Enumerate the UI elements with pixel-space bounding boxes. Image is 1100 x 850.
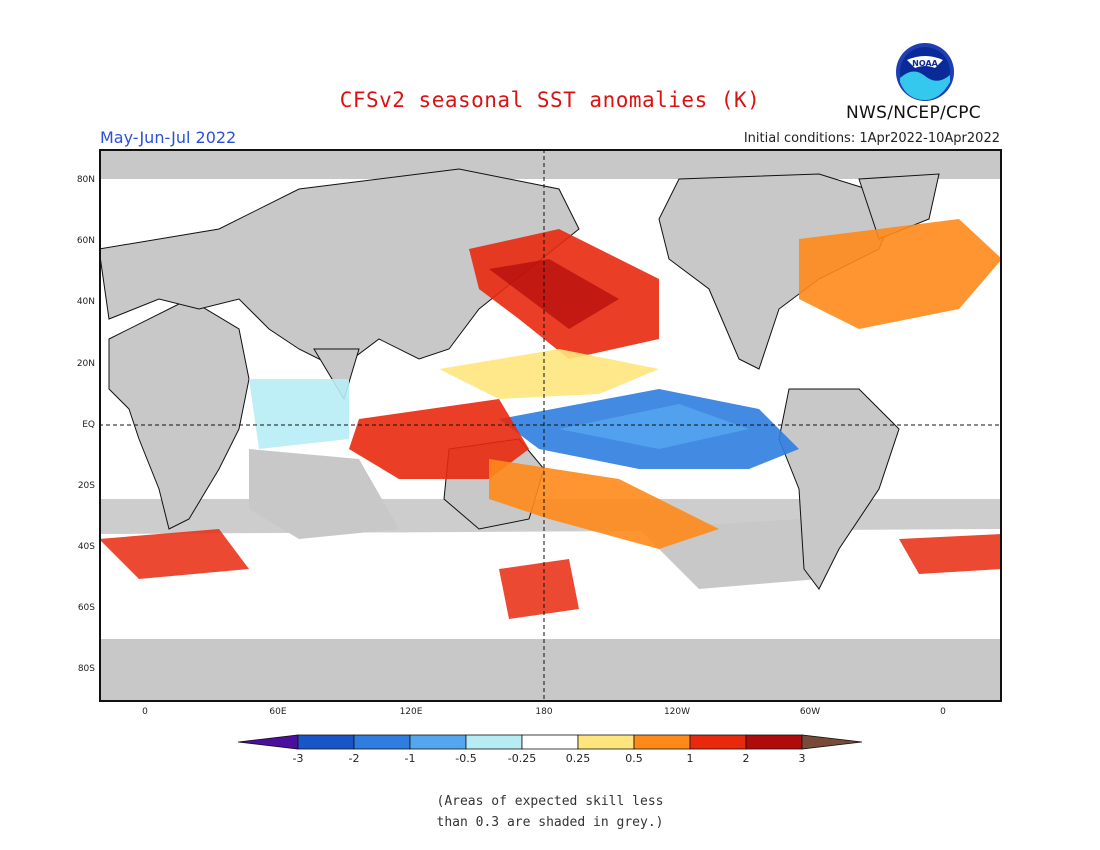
colorbar-label: -2	[348, 752, 360, 765]
season-label: May-Jun-Jul 2022	[100, 128, 237, 147]
colorbar-arrow-high	[801, 734, 862, 750]
colorbar-segment	[745, 734, 803, 750]
greenland-land	[858, 173, 940, 240]
lat-tick-80s: 80S	[77, 664, 95, 674]
south-america-land	[778, 388, 900, 590]
colorbar-label: 0.5	[625, 752, 643, 765]
lat-tick-eq: EQ	[82, 420, 95, 430]
low-skill-indian-south	[249, 449, 399, 539]
skill-note-line2: than 0.3 are shaded in grey.)	[436, 815, 664, 830]
antarctica-land	[99, 639, 1002, 702]
lat-tick-60n: 60N	[76, 236, 95, 246]
north-pacific-warm-core	[489, 259, 619, 329]
noaa-logo: NOAA	[896, 43, 954, 101]
equatorial-cold-inner	[559, 404, 749, 449]
indian-ocean-cool	[249, 379, 349, 449]
south-atlantic-warm-streak	[99, 529, 249, 579]
skill-note: (Areas of expected skill less than 0.3 a…	[0, 791, 1100, 833]
lon-tick-0-east: 0	[940, 707, 946, 717]
map-frame	[99, 149, 1002, 702]
lon-tick-180: 180	[535, 707, 553, 717]
colorbar-arrow-low	[238, 734, 299, 750]
maritime-continent-warm	[349, 399, 529, 479]
colorbar-segment	[577, 734, 635, 750]
lon-tick-0: 0	[142, 707, 148, 717]
lat-tick-20n: 20N	[76, 359, 95, 369]
colorbar-segment	[409, 734, 467, 750]
agency-label: NWS/NCEP/CPC	[846, 103, 981, 123]
initial-conditions-label: Initial conditions: 1Apr2022-10Apr2022	[743, 131, 1000, 146]
south-atlantic-warm-streak-east	[899, 534, 1002, 574]
lat-tick-40n: 40N	[76, 297, 95, 307]
colorbar-segment	[521, 734, 579, 750]
north-atlantic-warm	[799, 219, 1002, 329]
colorbar-label: 1	[686, 752, 694, 765]
lon-tick-120e: 120E	[399, 707, 423, 717]
lat-tick-80n: 80N	[76, 175, 95, 185]
southern-ocean-warm-patch	[499, 559, 579, 619]
colorbar-segment	[689, 734, 747, 750]
colorbar-label: 0.25	[565, 752, 591, 765]
lat-tick-40s: 40S	[77, 542, 95, 552]
subtropical-warm-band	[439, 349, 659, 399]
skill-note-line1: (Areas of expected skill less	[436, 794, 664, 809]
africa-land	[108, 298, 250, 530]
colorbar-segment	[353, 734, 411, 750]
colorbar-label: -1	[404, 752, 416, 765]
eurasia-land	[99, 168, 580, 370]
sst-anomaly-map	[99, 149, 1002, 702]
noaa-logo-text: NOAA	[912, 59, 938, 68]
colorbar-label: -0.25	[507, 752, 537, 765]
lat-tick-20s: 20S	[77, 481, 95, 491]
colorbar-segment	[297, 734, 355, 750]
colorbar-segment	[465, 734, 523, 750]
colorbar-label: -0.5	[455, 752, 477, 765]
colorbar-label: -3	[292, 752, 304, 765]
colorbar-label: 2	[742, 752, 750, 765]
south-pacific-warm-band	[489, 459, 719, 549]
colorbar	[238, 734, 862, 750]
lat-tick-60s: 60S	[77, 603, 95, 613]
map-title: CFSv2 seasonal SST anomalies (K)	[339, 88, 761, 112]
colorbar-segment	[633, 734, 691, 750]
colorbar-label: 3	[798, 752, 806, 765]
lon-tick-60w: 60W	[799, 707, 821, 717]
arctic-land	[99, 149, 1002, 179]
lon-tick-60e: 60E	[269, 707, 287, 717]
lon-tick-120w: 120W	[663, 707, 691, 717]
